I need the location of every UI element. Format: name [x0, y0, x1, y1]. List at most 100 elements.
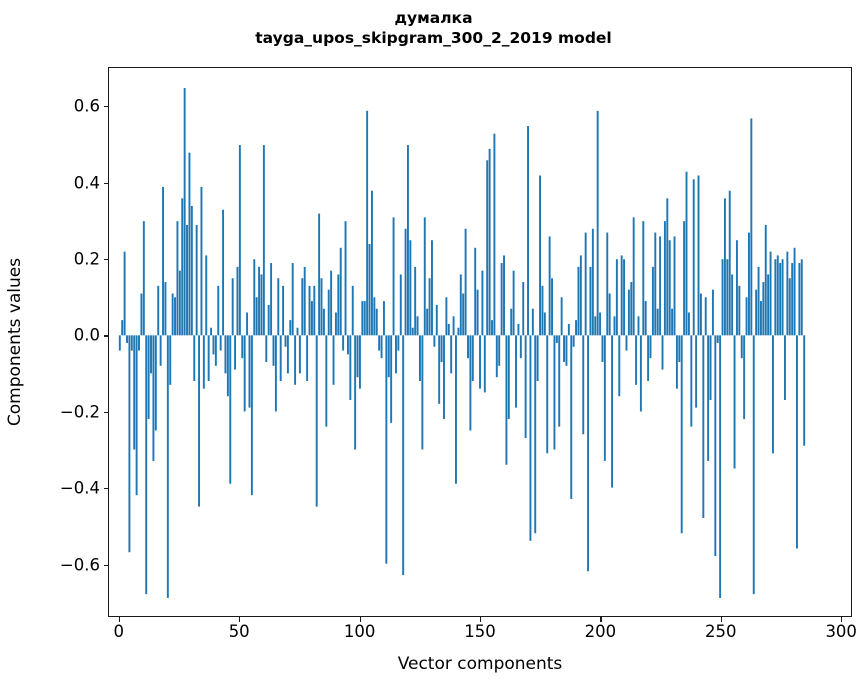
bar — [356, 335, 359, 378]
y-tick-mark — [103, 258, 108, 261]
bar — [255, 297, 258, 336]
bar — [757, 266, 760, 336]
bar — [270, 263, 273, 336]
bar — [471, 335, 474, 382]
bar — [128, 335, 131, 553]
x-tick-mark — [118, 617, 121, 622]
bar — [289, 320, 292, 336]
bar — [426, 308, 429, 336]
bar — [685, 171, 688, 336]
bar — [733, 335, 736, 469]
y-tick-mark — [103, 182, 108, 184]
bar — [654, 232, 657, 336]
bar — [579, 255, 582, 336]
bar — [594, 316, 597, 336]
y-tick-mark — [103, 488, 108, 490]
bar — [349, 335, 352, 401]
bar — [656, 308, 659, 336]
bar — [707, 335, 710, 461]
bar — [431, 240, 433, 336]
y-tick-label: −0.6 — [59, 555, 100, 574]
bar — [443, 335, 445, 420]
bar — [651, 266, 654, 336]
bar — [346, 335, 349, 355]
bar — [394, 335, 397, 374]
bar — [183, 87, 186, 336]
x-tick-label: 100 — [343, 622, 376, 641]
bar — [378, 335, 381, 351]
y-tick-label: 0.6 — [73, 96, 100, 116]
bar — [779, 263, 782, 336]
x-tick-label: 50 — [228, 622, 250, 641]
bar-series — [118, 87, 806, 598]
bar — [493, 133, 496, 336]
bar — [169, 335, 172, 385]
x-tick-label: 300 — [825, 622, 857, 641]
bar — [445, 297, 448, 336]
bar — [421, 335, 424, 450]
bar — [200, 186, 203, 336]
bar — [771, 335, 774, 454]
bar — [435, 304, 438, 336]
bar — [279, 335, 282, 382]
bar — [450, 335, 453, 374]
bar — [248, 335, 251, 408]
bar — [423, 217, 426, 336]
bar — [258, 266, 261, 336]
bar — [150, 335, 152, 374]
y-tick-mark — [103, 564, 108, 566]
bar — [440, 335, 443, 362]
bar — [611, 335, 614, 488]
bar — [721, 259, 724, 336]
bar — [462, 293, 465, 336]
chart-title-line-1: думалка — [394, 9, 473, 27]
bar — [241, 335, 244, 359]
bar — [342, 335, 345, 351]
bar — [447, 323, 450, 336]
bar — [553, 335, 556, 450]
bar — [133, 335, 136, 450]
bar — [479, 335, 481, 389]
bar — [560, 297, 563, 336]
bar — [728, 190, 731, 336]
bar — [334, 312, 337, 336]
bar — [642, 221, 645, 336]
bar — [784, 335, 786, 401]
bar — [238, 145, 241, 336]
bar — [524, 335, 527, 439]
bar — [740, 335, 743, 359]
bar — [567, 323, 570, 336]
bar — [776, 255, 779, 336]
bar — [368, 244, 371, 336]
y-tick-label: 0.0 — [73, 325, 100, 345]
bar — [298, 335, 301, 374]
bar — [803, 335, 806, 446]
bar — [558, 335, 561, 427]
bar — [126, 335, 128, 343]
bar — [469, 335, 472, 431]
plot-area — [109, 68, 851, 616]
bar — [671, 308, 674, 336]
bar — [750, 118, 753, 336]
bar — [618, 335, 621, 397]
bar — [759, 301, 762, 336]
y-tick-label: 0.4 — [73, 173, 100, 192]
bar — [286, 335, 289, 374]
bar — [174, 297, 176, 336]
bar — [234, 335, 237, 370]
bar — [166, 335, 169, 598]
bar — [551, 278, 554, 336]
bar — [507, 335, 510, 420]
bar — [147, 335, 150, 420]
bar — [291, 263, 294, 336]
y-tick-mark — [103, 335, 108, 337]
x-tick-label: 250 — [705, 622, 737, 641]
bar — [327, 289, 330, 336]
bar — [582, 335, 585, 435]
bar — [613, 316, 616, 336]
bar — [745, 297, 748, 336]
bar — [565, 335, 568, 366]
bar — [503, 255, 505, 336]
bar — [399, 274, 402, 336]
